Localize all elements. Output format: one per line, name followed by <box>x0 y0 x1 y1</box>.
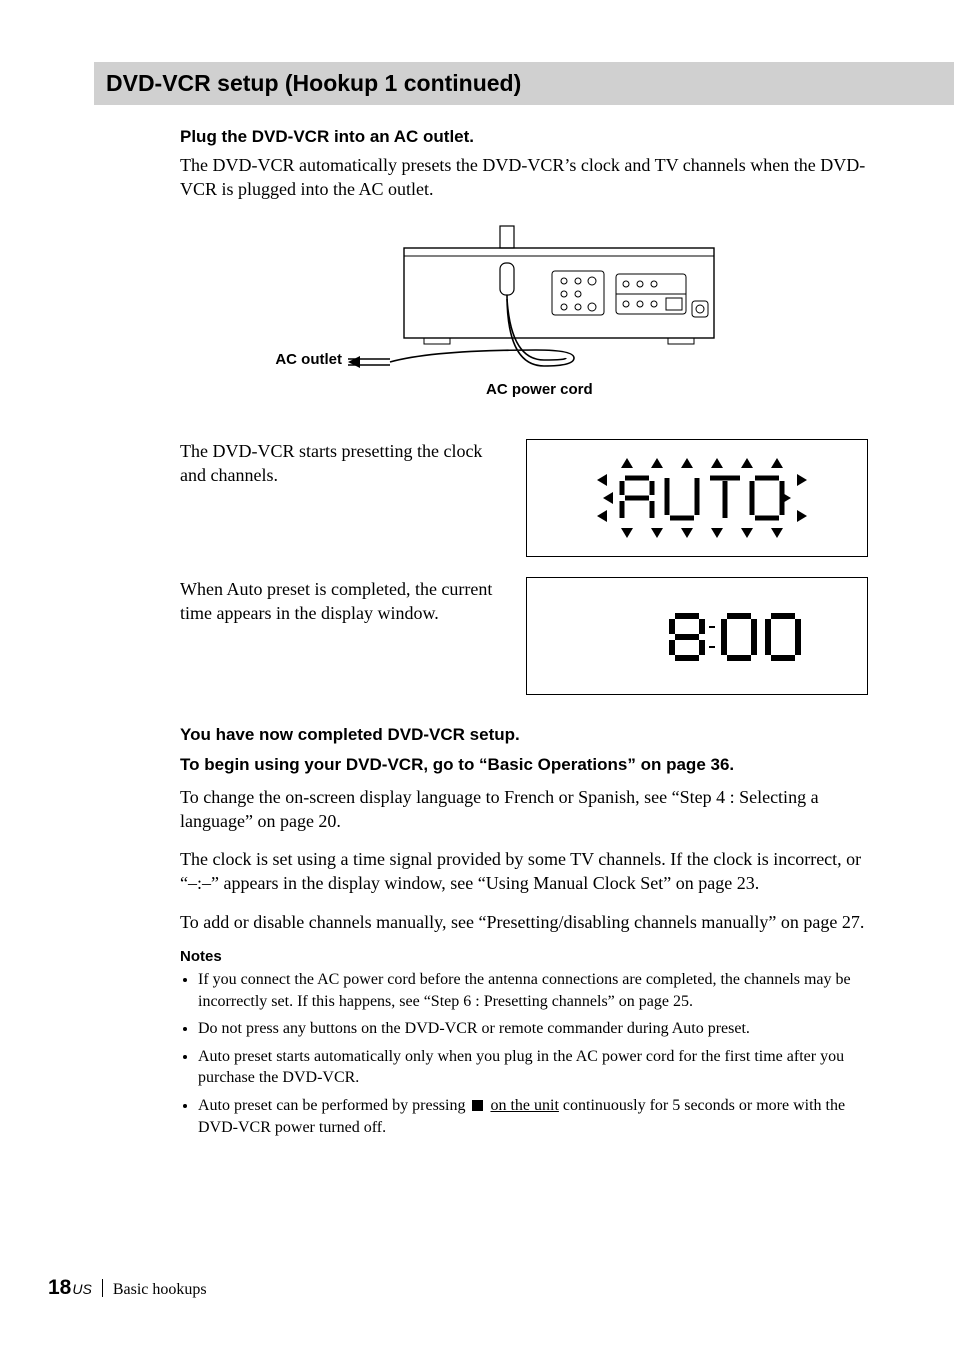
stop-icon <box>472 1100 483 1111</box>
to-outlet-label: to AC outlet <box>274 351 342 368</box>
time-display-box <box>526 577 868 695</box>
page-region: US <box>72 1281 91 1297</box>
device-svg: to AC outlet AC power cord <box>274 216 774 406</box>
channels-paragraph: To add or disable channels manually, see… <box>180 910 868 934</box>
notes-heading: Notes <box>180 948 868 965</box>
footer-separator <box>102 1279 103 1297</box>
clock-paragraph: The clock is set using a time signal pro… <box>180 847 868 896</box>
page-title: DVD-VCR setup (Hookup 1 continued) <box>106 70 942 97</box>
lang-paragraph: To change the on-screen display language… <box>180 785 868 834</box>
cord-label: AC power cord <box>486 381 593 398</box>
note4-underlined: on the unit <box>490 1097 558 1114</box>
footer-section: Basic hookups <box>113 1281 207 1299</box>
notes-list: If you connect the AC power cord before … <box>180 969 868 1138</box>
step-heading: Plug the DVD-VCR into an AC outlet. <box>180 127 868 147</box>
page-number: 18 <box>48 1276 71 1300</box>
note4-before: Auto preset can be performed by pressing <box>198 1097 469 1114</box>
note-item: If you connect the AC power cord before … <box>198 969 868 1012</box>
begin-heading: To begin using your DVD-VCR, go to “Basi… <box>180 755 868 775</box>
preset-start-text: The DVD-VCR starts presetting the clock … <box>180 439 498 488</box>
title-bar: DVD-VCR setup (Hookup 1 continued) <box>94 62 954 105</box>
auto-display-svg <box>567 450 827 546</box>
complete-row: When Auto preset is completed, the curre… <box>180 577 868 695</box>
manual-page: DVD-VCR setup (Hookup 1 continued) Plug … <box>0 0 954 1352</box>
note-item: Do not press any buttons on the DVD-VCR … <box>198 1018 868 1040</box>
page-footer: 18US Basic hookups <box>48 1276 207 1300</box>
step-text: The DVD-VCR automatically presets the DV… <box>180 153 868 202</box>
note-item: Auto preset starts automatically only wh… <box>198 1046 868 1089</box>
time-display-svg <box>567 588 827 684</box>
note-item: Auto preset can be performed by pressing… <box>198 1095 868 1138</box>
completed-heading: You have now completed DVD-VCR setup. <box>180 725 868 745</box>
complete-text: When Auto preset is completed, the curre… <box>180 577 498 626</box>
dvd-vcr-diagram: to AC outlet AC power cord <box>180 216 868 411</box>
content-area: Plug the DVD-VCR into an AC outlet. The … <box>180 127 868 1138</box>
preset-row: The DVD-VCR starts presetting the clock … <box>180 439 868 557</box>
auto-display-box <box>526 439 868 557</box>
